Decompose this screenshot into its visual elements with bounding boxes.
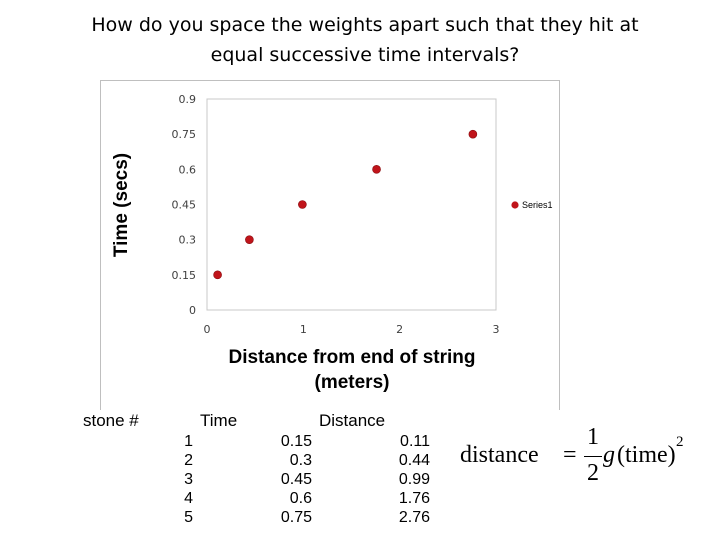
plot-border <box>206 98 497 311</box>
table-header-time: Time <box>200 411 238 430</box>
x-axis-label-line-1: Distance from end of string <box>228 347 475 368</box>
y-tick-label: 0.9 <box>179 93 197 106</box>
legend: Series1 <box>511 200 553 210</box>
data-point <box>468 129 478 139</box>
formula-time-term: (time) <box>617 442 676 468</box>
x-tick-labels: 0 1 2 3 <box>204 323 500 336</box>
y-tick-label: 0.15 <box>172 269 197 282</box>
table-cell-distance: 0.44 <box>398 452 430 469</box>
legend-marker <box>511 201 519 209</box>
table-cell-distance: 1.76 <box>398 490 430 507</box>
formula-numerator: 1 <box>587 424 599 450</box>
x-tick-label: 2 <box>396 323 403 336</box>
data-point <box>245 235 254 244</box>
legend-label-series1: Series1 <box>522 200 553 210</box>
formula-g: g <box>603 442 615 468</box>
table-cell-stone: 3 <box>184 471 193 488</box>
table-cell-time: 0.15 <box>280 433 312 450</box>
table-cell-stone: 2 <box>184 452 193 469</box>
slide-title-line-2: equal successive time intervals? <box>210 44 520 66</box>
formula-lhs: distance <box>460 442 539 468</box>
table-cell-time: 0.45 <box>280 471 312 488</box>
formula-denominator: 2 <box>587 460 599 486</box>
y-tick-label: 0.3 <box>179 234 197 247</box>
data-point <box>372 165 381 174</box>
table-cell-time: 0.6 <box>289 490 312 507</box>
y-tick-label: 0.75 <box>172 128 197 141</box>
x-tick-label: 0 <box>204 323 211 336</box>
data-point <box>213 270 222 280</box>
table-cell-distance: 0.11 <box>400 433 430 450</box>
fraction-bar <box>584 456 602 457</box>
data-point <box>298 200 307 209</box>
table-cell-stone: 5 <box>184 509 193 526</box>
y-tick-labels: 0 0.15 0.3 0.45 0.6 0.75 0.9 <box>172 93 197 317</box>
data-points <box>213 129 478 280</box>
table-header-distance: Distance <box>319 411 386 430</box>
table-header-stone: stone # <box>83 411 139 430</box>
table-cell-distance: 2.76 <box>398 509 430 526</box>
table-cell-distance: 0.99 <box>398 471 430 488</box>
table-cell-stone: 1 <box>184 433 193 450</box>
y-tick-label: 0 <box>189 304 196 317</box>
table-cell-time: 0.75 <box>280 509 312 526</box>
chart-frame <box>100 80 560 410</box>
table-cell-time: 0.3 <box>289 452 312 469</box>
x-tick-label: 1 <box>300 323 307 336</box>
y-tick-label: 0.45 <box>172 199 197 212</box>
slide-title-line-1: How do you space the weights apart such … <box>91 14 639 36</box>
formula-equals: = <box>563 442 577 468</box>
table-cell-stone: 4 <box>184 490 193 507</box>
formula-exponent: 2 <box>676 434 684 450</box>
slide-title: How do you space the weights apart such … <box>0 10 720 70</box>
x-tick-label: 3 <box>493 323 500 336</box>
x-axis-label-line-2: (meters) <box>315 372 390 393</box>
kinematics-formula: distance = 1 2 g (time) 2 <box>458 420 688 490</box>
y-axis-label: Time (secs) <box>111 153 132 257</box>
y-tick-label: 0.6 <box>179 163 197 176</box>
plot-area <box>206 98 497 311</box>
